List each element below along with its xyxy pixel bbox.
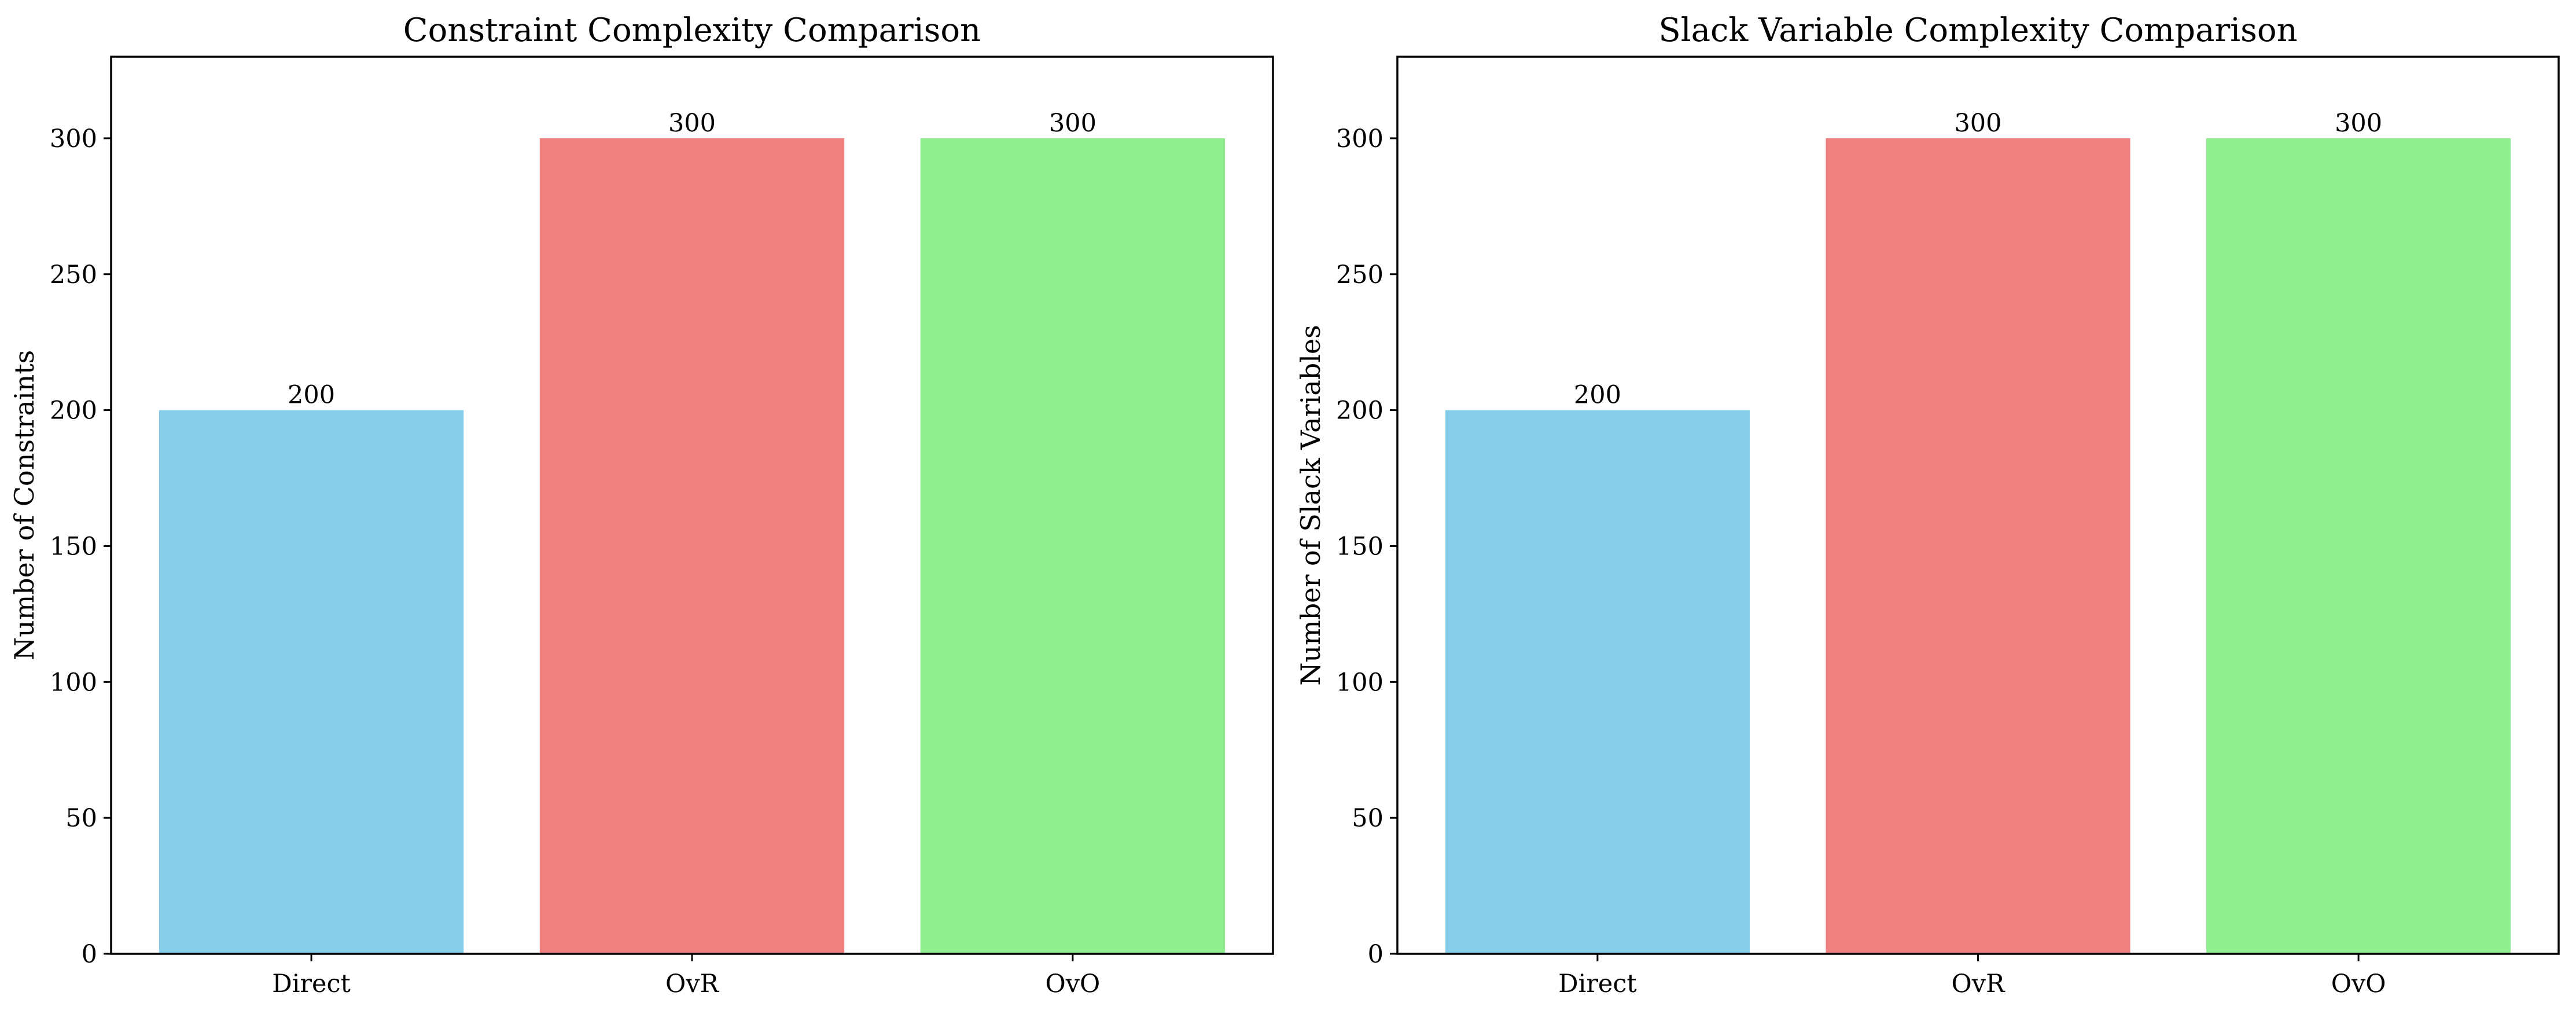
- bar-value-label: 200: [1574, 381, 1621, 410]
- x-tick-label: OvR: [1952, 969, 2006, 998]
- x-tick-label: Direct: [1558, 969, 1637, 998]
- y-tick-label: 150: [1336, 532, 1383, 561]
- x-tick-label: Direct: [272, 969, 351, 998]
- bar-ovr: [539, 138, 845, 954]
- bar-value-label: 300: [668, 109, 716, 138]
- bar-value-label: 300: [2335, 109, 2382, 138]
- bar-value-label: 300: [1049, 109, 1096, 138]
- y-tick-label: 0: [82, 940, 97, 969]
- y-tick-label: 250: [1336, 260, 1383, 289]
- y-tick-label: 100: [50, 668, 97, 697]
- y-tick-label: 50: [65, 804, 97, 833]
- chart-panel-2: 200 300 300 0 50 100 150 200 250 300 Direct OvR OvO S…: [1295, 12, 2560, 998]
- chart-panel-1: 200 300 300 0 50 100 150 200 250 300 Direct OvR OvO C…: [9, 12, 1274, 998]
- bar-ovo: [2206, 138, 2511, 954]
- y-tick-label: 100: [1336, 668, 1383, 697]
- y-tick-label: 50: [1352, 804, 1383, 833]
- y-tick-label: 250: [50, 260, 97, 289]
- y-axis-label: Number of Constraints: [9, 350, 40, 661]
- bar-direct: [1445, 410, 1750, 954]
- x-tick-label: OvO: [1046, 969, 1101, 998]
- x-tick-label: OvO: [2331, 969, 2386, 998]
- y-tick-label: 0: [1368, 940, 1383, 969]
- bar-direct: [159, 410, 464, 954]
- bar-ovo: [920, 138, 1226, 954]
- y-tick-label: 150: [50, 532, 97, 561]
- y-tick-label: 300: [50, 124, 97, 153]
- bar-ovr: [1826, 138, 2130, 954]
- chart-title: Slack Variable Complexity Comparison: [1658, 12, 2297, 49]
- chart-title: Constraint Complexity Comparison: [403, 12, 981, 49]
- y-tick-label: 200: [1336, 396, 1383, 425]
- y-tick-label: 300: [1336, 124, 1383, 153]
- bar-value-label: 200: [288, 381, 335, 410]
- x-tick-label: OvR: [665, 969, 720, 998]
- y-tick-label: 200: [50, 396, 97, 425]
- y-axis-label: Number of Slack Variables: [1295, 325, 1326, 686]
- bar-value-label: 300: [1954, 109, 2001, 138]
